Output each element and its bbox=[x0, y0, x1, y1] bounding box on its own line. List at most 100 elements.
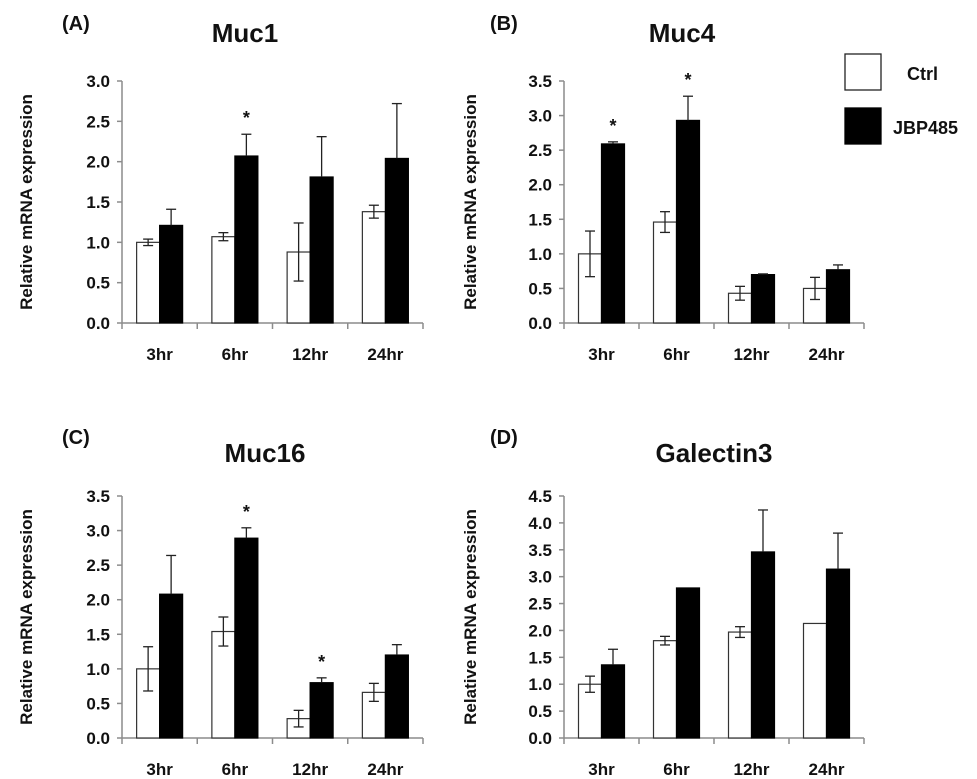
y-tick-label: 1.0 bbox=[86, 660, 110, 679]
bar-ctrl-24hr bbox=[802, 622, 828, 739]
chart-title: Galectin3 bbox=[655, 438, 772, 468]
y-tick-label: 1.0 bbox=[528, 245, 552, 264]
panel-label: (D) bbox=[490, 427, 518, 449]
bar-ctrl-6hr bbox=[652, 221, 678, 324]
legend-label-ctrl: Ctrl bbox=[907, 64, 938, 84]
chart-panel-2: (B) Muc4 Relative mRNA expression 0.0 0.5 1.0… bbox=[461, 13, 865, 364]
y-tick-label: 1.0 bbox=[86, 233, 110, 252]
x-tick-label: 12hr bbox=[734, 760, 770, 779]
significance-marker: * bbox=[243, 502, 250, 522]
bar-jbp485-24hr bbox=[825, 568, 851, 739]
x-tick-label: 24hr bbox=[367, 345, 403, 364]
y-tick-label: 2.0 bbox=[528, 176, 552, 195]
x-tick-label: 3hr bbox=[588, 345, 615, 364]
y-tick-label: 3.5 bbox=[528, 541, 552, 560]
y-tick-label: 2.0 bbox=[86, 591, 110, 610]
bar-jbp485-6hr bbox=[234, 537, 259, 739]
y-axis-label: Relative mRNA expression bbox=[461, 509, 480, 725]
y-tick-label: 3.0 bbox=[528, 107, 552, 126]
bar-ctrl-6hr bbox=[211, 236, 236, 324]
bar-jbp485-3hr bbox=[159, 224, 184, 324]
legend-swatch-ctrl bbox=[844, 53, 882, 91]
x-tick-label: 12hr bbox=[292, 345, 328, 364]
bar-jbp485-24hr bbox=[384, 654, 409, 739]
legend-label-jbp485: JBP485 bbox=[893, 118, 958, 138]
bar-ctrl-6hr bbox=[652, 640, 678, 739]
significance-marker: * bbox=[243, 108, 250, 128]
x-tick-label: 24hr bbox=[367, 760, 403, 779]
chart-panel-1: (A) Muc1 Relative mRNA expression 0.0 0.5 1.0… bbox=[17, 13, 424, 364]
bar-jbp485-24hr bbox=[825, 269, 851, 324]
bar-ctrl-6hr bbox=[211, 630, 236, 739]
y-tick-label: 2.5 bbox=[86, 112, 110, 131]
x-tick-label: 6hr bbox=[222, 345, 249, 364]
x-tick-label: 6hr bbox=[663, 760, 690, 779]
y-tick-label: 3.0 bbox=[86, 72, 110, 91]
y-tick-label: 0.5 bbox=[528, 279, 552, 298]
y-tick-label: 2.0 bbox=[528, 621, 552, 640]
y-tick-label: 1.5 bbox=[86, 193, 110, 212]
bar-jbp485-12hr bbox=[309, 682, 334, 739]
x-tick-label: 12hr bbox=[292, 760, 328, 779]
y-tick-label: 1.5 bbox=[528, 648, 552, 667]
bar-jbp485-12hr bbox=[309, 176, 334, 324]
bar-jbp485-12hr bbox=[750, 274, 776, 324]
y-tick-label: 0.5 bbox=[86, 694, 110, 713]
chart-title: Muc16 bbox=[225, 438, 306, 468]
y-tick-label: 2.5 bbox=[86, 556, 110, 575]
y-tick-label: 1.5 bbox=[528, 210, 552, 229]
bar-jbp485-12hr bbox=[750, 551, 776, 739]
x-tick-label: 24hr bbox=[809, 345, 845, 364]
chart-title: Muc1 bbox=[212, 18, 278, 48]
chart-panel-3: (C) Muc16 Relative mRNA expression 0.0 0.5 1.… bbox=[17, 427, 424, 779]
y-tick-label: 3.0 bbox=[528, 568, 552, 587]
y-axis-label: Relative mRNA expression bbox=[17, 509, 36, 725]
significance-marker: * bbox=[684, 70, 691, 90]
legend: Ctrl JBP485 bbox=[844, 53, 958, 145]
y-tick-label: 2.0 bbox=[86, 153, 110, 172]
y-tick-label: 0.0 bbox=[528, 729, 552, 748]
bar-jbp485-3hr bbox=[600, 664, 626, 739]
x-tick-label: 3hr bbox=[146, 760, 173, 779]
y-tick-label: 0.0 bbox=[86, 314, 110, 333]
y-tick-label: 1.5 bbox=[86, 625, 110, 644]
chart-title: Muc4 bbox=[649, 18, 716, 48]
y-tick-label: 3.5 bbox=[86, 487, 110, 506]
legend-swatch-jbp485 bbox=[844, 107, 882, 145]
x-tick-label: 12hr bbox=[734, 345, 770, 364]
x-tick-label: 6hr bbox=[222, 760, 249, 779]
y-tick-label: 4.5 bbox=[528, 487, 552, 506]
bar-jbp485-24hr bbox=[384, 157, 409, 324]
x-tick-label: 24hr bbox=[809, 760, 845, 779]
panel-label: (B) bbox=[490, 13, 518, 35]
bar-jbp485-3hr bbox=[600, 143, 626, 324]
x-tick-label: 3hr bbox=[146, 345, 173, 364]
y-tick-label: 0.5 bbox=[528, 702, 552, 721]
bar-jbp485-3hr bbox=[159, 593, 184, 739]
bar-ctrl-24hr bbox=[361, 211, 386, 324]
y-tick-label: 3.0 bbox=[86, 522, 110, 541]
y-tick-label: 0.0 bbox=[86, 729, 110, 748]
significance-marker: * bbox=[609, 116, 616, 136]
y-tick-label: 2.5 bbox=[528, 595, 552, 614]
y-tick-label: 1.0 bbox=[528, 675, 552, 694]
y-axis-label: Relative mRNA expression bbox=[17, 94, 36, 310]
x-tick-label: 6hr bbox=[663, 345, 690, 364]
chart-panel-4: (D) Galectin3 Relative mRNA expression 0.0 0… bbox=[461, 427, 865, 779]
bar-jbp485-6hr bbox=[675, 587, 701, 739]
significance-marker: * bbox=[318, 652, 325, 672]
panel-label: (C) bbox=[62, 427, 90, 449]
y-tick-label: 0.0 bbox=[528, 314, 552, 333]
bar-ctrl-3hr bbox=[136, 241, 161, 324]
bar-jbp485-6hr bbox=[234, 155, 259, 324]
bar-ctrl-12hr bbox=[727, 631, 753, 739]
y-tick-label: 3.5 bbox=[528, 72, 552, 91]
y-tick-label: 4.0 bbox=[528, 514, 552, 533]
y-tick-label: 0.5 bbox=[86, 274, 110, 293]
y-tick-label: 2.5 bbox=[528, 141, 552, 160]
bar-jbp485-6hr bbox=[675, 119, 701, 324]
panel-label: (A) bbox=[62, 13, 90, 35]
y-axis-label: Relative mRNA expression bbox=[461, 94, 480, 310]
x-tick-label: 3hr bbox=[588, 760, 615, 779]
